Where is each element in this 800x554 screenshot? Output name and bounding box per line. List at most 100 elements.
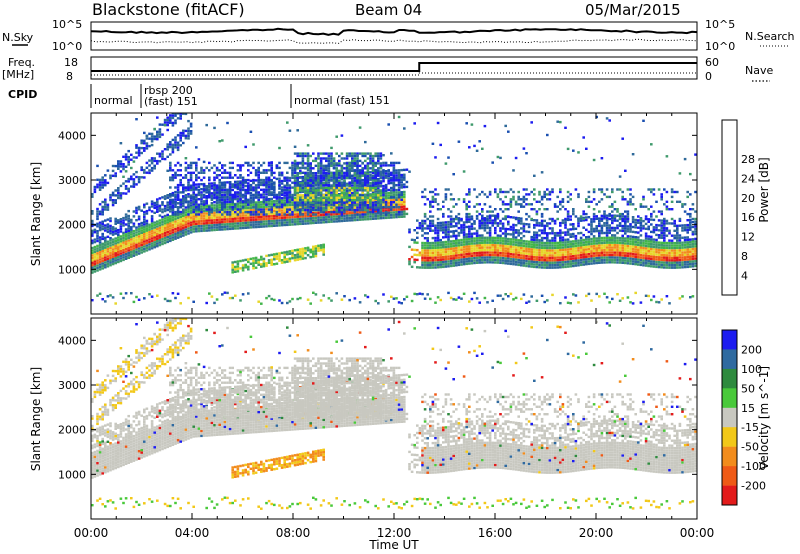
power-cell [192,188,195,191]
power-cell [296,297,299,301]
power-cell [384,216,388,220]
power-cell [319,184,323,187]
power-cell [478,239,481,242]
freq-trace [91,62,697,72]
power-cell [361,191,364,195]
power-cell [267,176,271,179]
power-cell [397,188,401,192]
power-cell [332,179,336,182]
power-cell [122,167,125,171]
power-cell [384,174,388,178]
power-cell [192,230,195,233]
power-cell [231,266,234,269]
power-cell [286,171,289,174]
power-cell [197,225,201,228]
power-cell [127,239,130,242]
power-cell [257,193,260,197]
power-cell [301,183,305,187]
power-cell [106,262,110,265]
power-cell [304,217,307,220]
power-cell [301,257,305,260]
power-cell [449,264,453,268]
power-cell [265,210,268,213]
power-cell [135,170,138,174]
power-cell [156,230,159,233]
power-cell [501,249,505,252]
power-cell [208,208,211,211]
power-cell [449,198,453,201]
power-cell [101,181,104,184]
power-cell [504,124,507,128]
power-cell [361,167,364,170]
power-cell [496,244,500,247]
power-cell [262,257,266,261]
power-cell [176,191,180,194]
power-cell [314,221,318,224]
power-cell [215,166,219,170]
power-cell [280,261,284,264]
power-cell [366,179,370,182]
power-cell [481,241,484,244]
power-cell [280,259,284,262]
power-cell [377,179,380,182]
power-cell [481,224,484,227]
power-cell [101,254,104,258]
power-cell [231,225,234,228]
power-cell [312,159,315,163]
power-cell [330,210,333,214]
power-cell [442,223,445,227]
power-cell [403,212,406,216]
power-cell [182,198,185,201]
power-cell [421,229,424,232]
power-cell [358,164,362,167]
power-cell [494,239,497,242]
power-cell [91,259,94,262]
power-cell [343,181,346,184]
power-cell [197,193,201,197]
power-cell [101,200,104,204]
power-cell [127,241,130,245]
power-cell [119,218,123,221]
power-cell [221,186,224,189]
power-cell [314,164,318,167]
power-cell [356,204,359,207]
power-cell [249,257,253,261]
power-cell [475,244,479,247]
power-cell [520,264,523,267]
power-cell [210,182,214,185]
power-cell [335,167,338,170]
power-cell [244,161,247,165]
nave-label: Nave [745,64,773,77]
power-cell [481,256,484,259]
power-cell [215,210,219,214]
beam-title: Beam 04 [355,1,422,19]
power-cell [421,241,424,245]
power-cell [231,227,234,230]
power-cell [241,226,245,230]
power-cell [395,196,398,199]
power-cell [145,224,149,227]
power-cell [132,252,136,255]
power-cell [278,206,281,209]
power-cell [270,186,273,189]
power-cell [189,211,193,214]
power-cell [262,183,266,187]
power-cell [397,191,401,194]
power-cell [395,174,398,177]
power-cell [291,201,294,204]
power-cell [475,249,479,252]
power-cell [293,259,297,262]
power-cell [137,235,141,238]
power-cell [468,225,471,228]
power-cell [122,216,125,220]
power-cell [423,222,427,225]
power-cell [439,208,442,211]
power-cell [369,154,372,158]
power-cell [488,239,492,242]
power-cell [509,292,513,295]
power-cell [187,164,190,167]
power-cell [267,254,271,257]
power-cell [306,154,310,158]
power-cell [429,219,432,223]
power-cell [182,129,185,132]
